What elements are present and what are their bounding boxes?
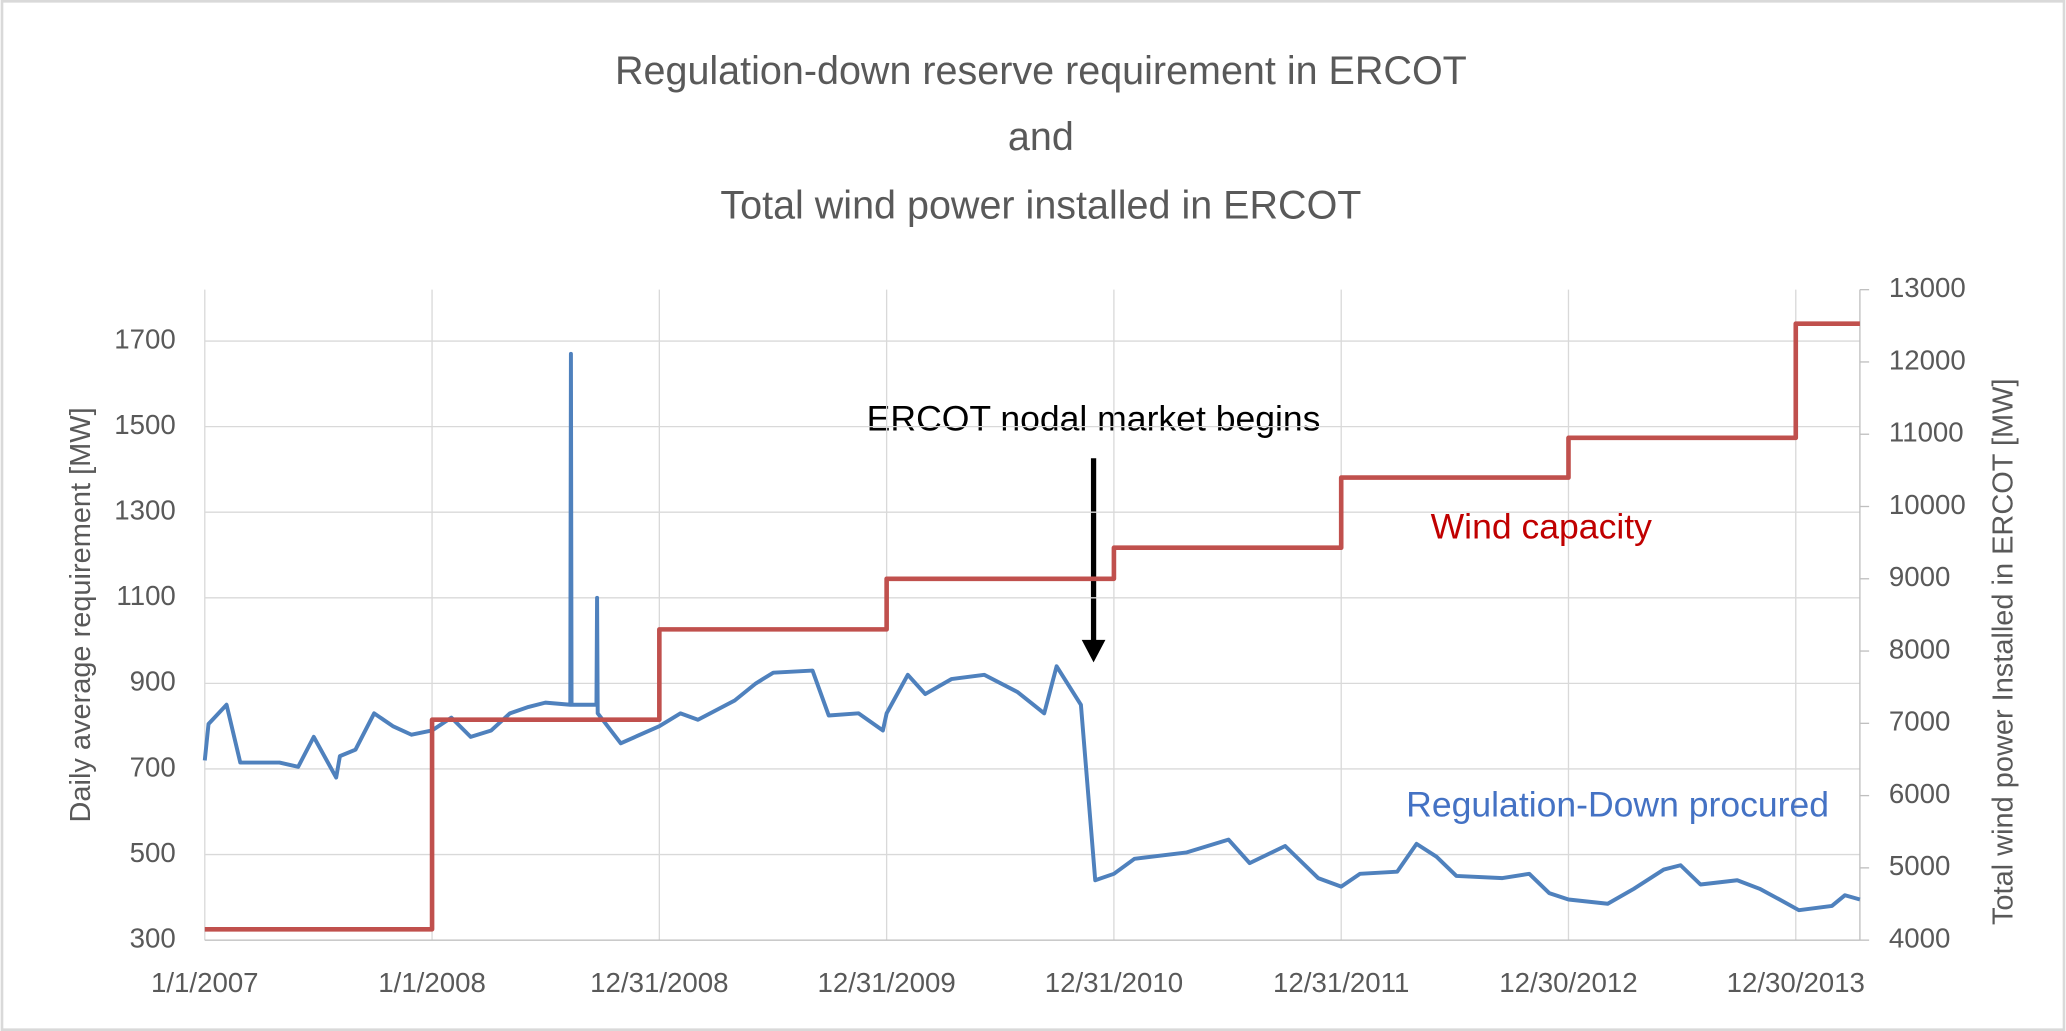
y2-axis-title: Total wind power Installed in ERCOT [MW]	[1987, 379, 2019, 926]
y-axis-title: Daily average requirement [MW]	[65, 407, 97, 822]
y-tick-label: 900	[130, 666, 176, 697]
x-tick-label: 12/31/2010	[1045, 967, 1183, 998]
y2-tick-label: 5000	[1889, 850, 1950, 881]
annotation: ERCOT nodal market begins	[867, 399, 1321, 439]
series-line	[204, 321, 1860, 932]
y2-tick-label: 9000	[1889, 561, 1950, 592]
y-tick-label: 1100	[116, 580, 175, 611]
x-tick-label: 1/1/2008	[378, 967, 486, 998]
series-label: Regulation-Down procured	[1406, 785, 1829, 825]
y2-tick-label: 8000	[1889, 633, 1950, 664]
y-tick-label: 1500	[114, 409, 176, 440]
y-tick-label: 700	[130, 751, 176, 782]
y-tick-label: 500	[130, 837, 176, 868]
y2-tick-label: 6000	[1889, 778, 1950, 809]
x-tick-label: 12/31/2009	[817, 967, 955, 998]
y2-tick-label: 13000	[1889, 272, 1966, 303]
y2-tick-label: 11000	[1889, 417, 1964, 448]
x-tick-label: 12/31/2008	[590, 967, 728, 998]
y-tick-label: 300	[130, 922, 176, 953]
annotation-arrowhead	[1081, 639, 1106, 663]
y-tick-label: 1700	[114, 323, 176, 354]
chart-title: and	[1008, 115, 1074, 159]
series-label: Wind capacity	[1431, 507, 1652, 547]
y2-tick-label: 12000	[1889, 344, 1966, 375]
y-tick-label: 1300	[114, 495, 176, 526]
x-tick-label: 12/30/2013	[1727, 967, 1865, 998]
x-tick-label: 12/30/2012	[1499, 967, 1637, 998]
x-tick-label: 1/1/2007	[151, 967, 259, 998]
chart-title: Regulation-down reserve requirement in E…	[615, 49, 1467, 93]
x-tick-label: 12/31/2011	[1273, 967, 1409, 998]
y2-tick-label: 7000	[1889, 706, 1950, 737]
y2-tick-label: 10000	[1889, 489, 1966, 520]
chart-title: Total wind power installed in ERCOT	[720, 183, 1361, 227]
y2-tick-label: 4000	[1889, 922, 1950, 953]
series-line	[202, 351, 1861, 913]
